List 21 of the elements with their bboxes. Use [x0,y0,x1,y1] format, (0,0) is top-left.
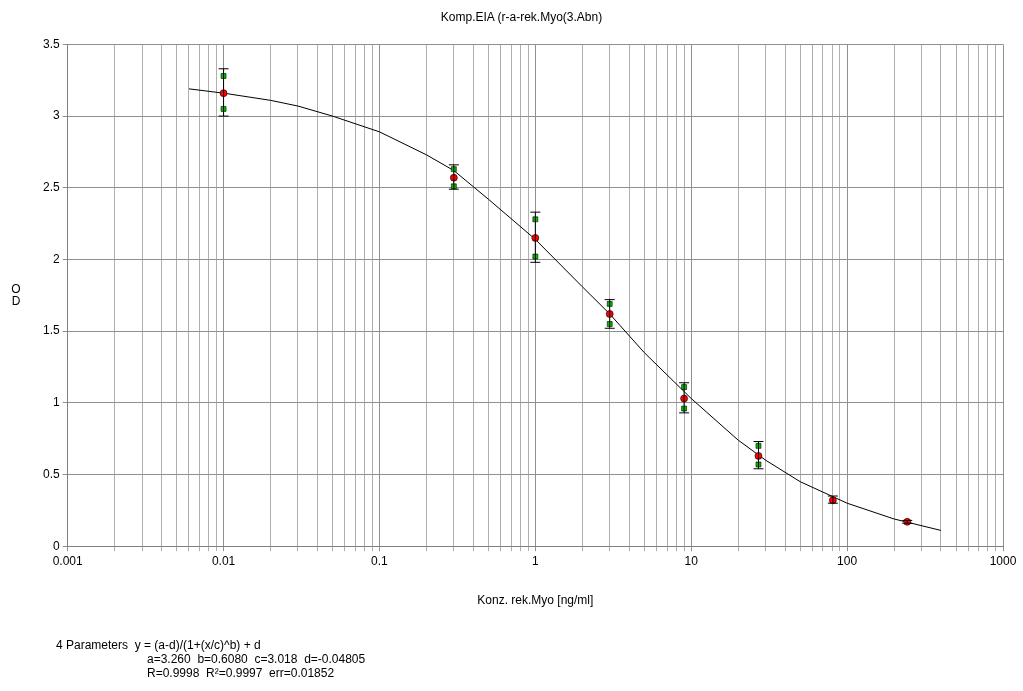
x-tick-label: 1000 [989,553,1017,568]
x-axis-title: Konz. rek.Myo [ng/ml] [477,593,594,608]
x-tick-label: 0.01 [211,553,236,568]
y-tick-label: 1.5 [42,323,60,338]
y-tick-label: 0.5 [42,466,60,481]
y-tick-label: 0 [52,538,60,553]
y-tick-label: 1 [52,395,60,410]
y-axis-title: OD [11,281,21,308]
text: R=0.9998 R²=0.9997 err=0.01852 [146,666,336,680]
x-tick-label: 0.1 [371,553,389,568]
y-tick-label: 2.5 [42,180,60,195]
y-tick-label: 3 [52,108,60,123]
x-tick-label: 0.001 [52,553,84,568]
text: a=3.260 b=0.6080 c=3.018 d=-0.04805 [146,652,366,666]
y-tick-label: 2 [52,251,60,266]
chart-title: Komp.EIA (r-a-rek.Myo(3.Abn) [440,9,603,24]
x-tick-label: 1 [532,553,539,568]
y-tick-label: 3.5 [42,36,60,51]
text: 4 Parameters y = (a-d)/(1+(x/c)^b) + d [56,638,262,652]
x-tick-label: 100 [837,553,858,568]
x-tick-label: 10 [684,553,699,568]
